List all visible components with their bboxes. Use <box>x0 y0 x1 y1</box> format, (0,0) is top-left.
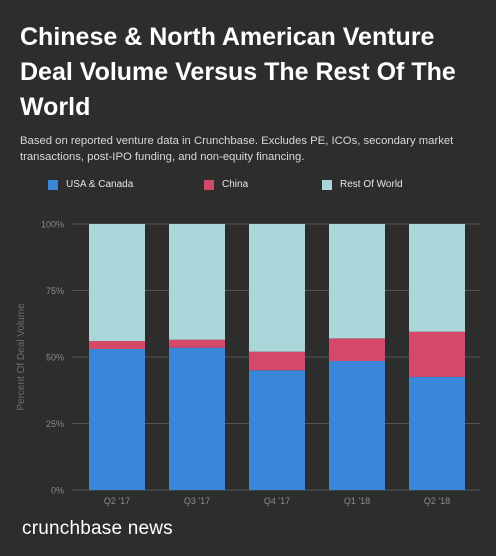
bar-segment <box>329 360 385 490</box>
y-tick-label: 50% <box>46 353 64 363</box>
chart-subtitle: Based on reported venture data in Crunch… <box>20 135 454 163</box>
legend-swatch-rest-of-world <box>322 179 332 190</box>
bar-segment <box>169 224 225 340</box>
bar-segment <box>89 224 145 342</box>
legend-item-china: China <box>204 179 248 190</box>
chart-title: Chinese & North American Venture Deal Vo… <box>20 23 456 121</box>
y-tick-label: 25% <box>46 419 64 429</box>
legend-label-usa-canada: USA & Canada <box>66 179 134 190</box>
y-tick-label: 75% <box>46 286 64 296</box>
x-tick-label: Q3 '17 <box>184 496 210 506</box>
bar-segment <box>169 339 225 348</box>
brand-logo-text: crunchbase news <box>22 518 173 539</box>
bar-segment <box>89 349 145 490</box>
bar-segment <box>409 224 465 332</box>
bar-segment <box>89 341 145 350</box>
bar-segment <box>329 338 385 361</box>
bar-segment <box>169 347 225 490</box>
x-tick-label: Q2 '17 <box>104 496 130 506</box>
legend-label-china: China <box>222 179 249 190</box>
bar-segment <box>409 331 465 377</box>
legend-item-usa-canada: USA & Canada <box>48 179 133 190</box>
x-tick-label: Q1 '18 <box>344 496 370 506</box>
x-tick-label: Q2 '18 <box>424 496 450 506</box>
y-axis-label: Percent Of Deal Volume <box>16 303 27 411</box>
legend-label-rest-of-world: Rest Of World <box>340 179 403 190</box>
y-tick-label: 0% <box>51 486 64 496</box>
legend-swatch-china <box>204 179 214 190</box>
bar-segment <box>249 351 305 371</box>
bar-segment <box>249 370 305 490</box>
y-tick-label: 100% <box>41 220 64 230</box>
legend-item-rest-of-world: Rest Of World <box>322 179 403 190</box>
bar-segment <box>329 224 385 339</box>
legend-swatch-usa-canada <box>48 179 58 190</box>
bar-segment <box>249 224 305 352</box>
x-tick-label: Q4 '17 <box>264 496 290 506</box>
chart-legend: USA & Canada China Rest Of World <box>48 179 488 195</box>
bar-segment <box>409 376 465 490</box>
